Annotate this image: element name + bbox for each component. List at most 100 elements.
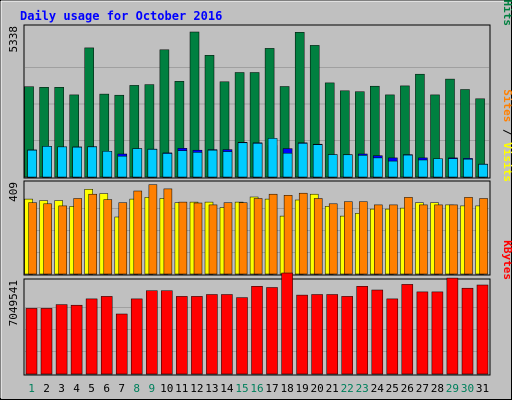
sites-bar-day-20 xyxy=(313,198,323,275)
pages-bar-day-22 xyxy=(343,154,353,178)
kbytes-bar-day-15 xyxy=(236,297,248,375)
day-label-11: 11 xyxy=(175,382,188,395)
kbytes-bar-day-3 xyxy=(55,304,68,375)
pages-bar-day-25 xyxy=(388,160,398,178)
kbytes-bar-day-18 xyxy=(281,272,293,375)
sites-bar-day-9 xyxy=(148,184,158,275)
sites-bar-day-12 xyxy=(193,202,203,275)
day-label-21: 21 xyxy=(326,382,339,395)
kbytes-bar-day-20 xyxy=(311,294,323,375)
kbytes-bar-day-4 xyxy=(70,304,83,375)
sites-bar-day-21 xyxy=(328,203,338,275)
day-axis-labels: 1 2 3 4 5 6 7 8 9 10 11 12 13 14 15 16 17 18 19 20 21 22 23 24 2… xyxy=(28,382,489,395)
day-label-29: 29 xyxy=(446,382,459,395)
day-label-5: 5 xyxy=(88,382,95,395)
sites-bar-day-10 xyxy=(163,188,173,275)
series-kbytes xyxy=(25,272,489,375)
panel-visits-sites-legend: Sites / Visits xyxy=(501,89,512,182)
day-label-22: 22 xyxy=(341,382,354,395)
kbytes-bar-day-12 xyxy=(191,296,203,375)
legend-part-1: / xyxy=(501,122,512,142)
kbytes-bar-day-29 xyxy=(446,277,459,375)
day-label-30: 30 xyxy=(461,382,474,395)
panel-visits-sites: 409 Sites / Visits xyxy=(7,89,512,276)
pages-bar-day-8 xyxy=(132,148,143,178)
day-label-24: 24 xyxy=(371,382,385,395)
kbytes-bar-day-17 xyxy=(266,287,278,375)
day-label-12: 12 xyxy=(190,382,203,395)
sites-bar-day-18 xyxy=(283,195,293,275)
pages-bar-day-31 xyxy=(478,164,488,178)
panel-visits-sites-max-label: 409 xyxy=(7,182,20,202)
pages-bar-day-12 xyxy=(192,152,203,178)
day-label-19: 19 xyxy=(295,382,308,395)
kbytes-bar-day-5 xyxy=(85,298,98,375)
sites-bar-day-2 xyxy=(43,203,52,275)
sites-bar-day-24 xyxy=(374,204,383,275)
sites-bar-day-29 xyxy=(449,204,458,275)
day-label-14: 14 xyxy=(220,382,234,395)
pages-bar-day-3 xyxy=(57,146,67,178)
kbytes-bar-day-11 xyxy=(176,296,188,375)
pages-bar-day-18 xyxy=(282,152,293,178)
sites-bar-day-26 xyxy=(404,197,413,275)
kbytes-bar-day-10 xyxy=(161,290,173,375)
day-label-4: 4 xyxy=(73,382,80,395)
pages-bar-day-14 xyxy=(222,151,233,178)
pages-bar-day-16 xyxy=(252,143,263,178)
kbytes-bar-day-8 xyxy=(130,298,143,375)
series-pages xyxy=(27,138,488,178)
sites-bar-day-5 xyxy=(88,193,97,275)
sites-bar-day-28 xyxy=(434,204,443,275)
pages-bar-day-30 xyxy=(463,158,473,178)
day-label-6: 6 xyxy=(103,382,110,395)
kbytes-bar-day-27 xyxy=(416,291,429,375)
sites-bar-day-1 xyxy=(28,202,37,275)
pages-bar-day-20 xyxy=(312,144,323,178)
sites-bar-day-6 xyxy=(103,199,113,275)
kbytes-bar-day-1 xyxy=(25,308,38,375)
day-label-27: 27 xyxy=(416,382,429,395)
sites-bar-day-30 xyxy=(464,197,473,275)
pages-bar-day-26 xyxy=(403,154,413,178)
day-label-9: 9 xyxy=(148,382,155,395)
sites-bar-day-23 xyxy=(359,201,368,275)
sites-bar-day-7 xyxy=(118,202,128,275)
pages-bar-day-19 xyxy=(297,143,308,178)
panel-hits-files-pages-max-label: 5338 xyxy=(7,26,20,53)
kbytes-bar-day-14 xyxy=(221,294,233,375)
pages-bar-day-21 xyxy=(327,154,338,178)
pages-bar-day-7 xyxy=(117,155,128,178)
pages-bar-day-13 xyxy=(207,149,218,178)
pages-bar-day-9 xyxy=(147,149,158,178)
day-label-16: 16 xyxy=(250,382,263,395)
panel-hits-files-pages-legend: Pages / Files / Hits xyxy=(501,0,512,26)
kbytes-bar-day-31 xyxy=(476,284,489,375)
pages-bar-day-29 xyxy=(448,158,458,178)
day-label-18: 18 xyxy=(280,382,293,395)
pages-bar-day-11 xyxy=(177,150,188,178)
legend-part-4: Hits xyxy=(501,0,512,26)
kbytes-bar-day-13 xyxy=(206,294,218,375)
legend-part-0: Sites xyxy=(501,89,512,122)
day-label-2: 2 xyxy=(43,382,50,395)
pages-bar-day-23 xyxy=(358,155,368,178)
day-label-13: 13 xyxy=(205,382,218,395)
kbytes-bar-day-19 xyxy=(296,294,308,375)
sites-bar-day-17 xyxy=(268,193,278,275)
kbytes-bar-day-26 xyxy=(401,284,414,375)
pages-bar-day-10 xyxy=(162,153,173,178)
day-label-8: 8 xyxy=(133,382,140,395)
panel-hits-files-pages: 5338 Pages / Files / Hits xyxy=(7,0,512,179)
day-label-26: 26 xyxy=(401,382,414,395)
kbytes-bar-day-22 xyxy=(341,296,353,375)
day-label-1: 1 xyxy=(28,382,35,395)
legend-part-2: Visits xyxy=(501,142,512,182)
legend-part-0: KBytes xyxy=(501,240,512,280)
day-label-15: 15 xyxy=(235,382,248,395)
sites-bar-day-16 xyxy=(253,198,263,275)
kbytes-bar-day-30 xyxy=(461,287,474,375)
pages-bar-day-24 xyxy=(373,157,383,178)
sites-bar-day-14 xyxy=(223,202,233,275)
day-label-7: 7 xyxy=(118,382,125,395)
